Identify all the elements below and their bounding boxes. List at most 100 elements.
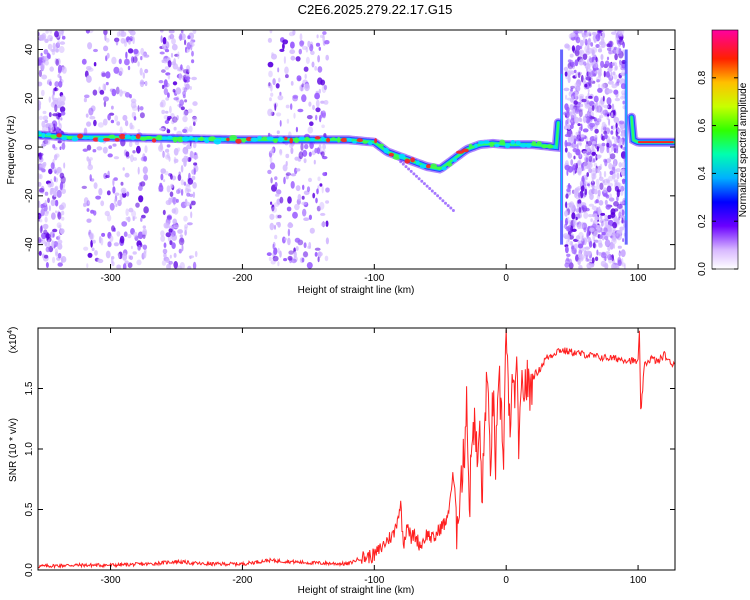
spectrogram-noise-blob xyxy=(588,155,593,163)
spectrogram-noise-blob xyxy=(57,252,62,259)
spectrogram-noise-blob xyxy=(599,219,605,223)
spectrogram-noise-blob xyxy=(192,191,196,198)
spectrogram-noise-blob xyxy=(54,30,59,38)
spectrogram-noise-blob xyxy=(128,254,131,260)
spectrogram-ridge-blob xyxy=(430,163,438,169)
spectrogram-noise-blob xyxy=(59,106,66,113)
spectrogram-noise-blob xyxy=(590,42,594,47)
colorbar-tick-label: 0.4 xyxy=(697,166,708,180)
spectrogram-noise-blob xyxy=(589,136,596,142)
spectrogram-noise-blob xyxy=(274,181,278,188)
spectrogram-noise-blob xyxy=(129,255,134,261)
spectrogram-noise-blob xyxy=(325,237,329,245)
spectrogram-noise-blob xyxy=(602,109,609,116)
spectrogram-noise-blob xyxy=(167,35,171,41)
spectrogram-ridge-blob xyxy=(446,162,453,167)
spectrogram-ytick-label: 40 xyxy=(24,44,35,56)
spectrogram-noise-blob xyxy=(173,224,180,229)
spectrogram-noise-blob xyxy=(617,204,621,208)
spectrogram-noise-blob xyxy=(44,140,49,146)
spectrogram-noise-blob xyxy=(124,172,130,178)
spectrogram-noise-blob xyxy=(132,251,137,255)
spectrogram-noise-blob xyxy=(144,68,149,74)
spectrogram-trail-blob xyxy=(420,179,424,183)
spectrogram-noise-blob xyxy=(278,77,281,83)
spectrogram-noise-blob xyxy=(165,199,172,206)
spectrogram-noise-blob xyxy=(277,247,280,254)
spectrogram-ridge-blob xyxy=(188,135,194,140)
spectrogram-noise-blob xyxy=(106,52,110,59)
spectrogram-noise-blob xyxy=(171,43,178,51)
spectrogram-noise-blob xyxy=(96,146,103,151)
spectrogram-xtick-label: 0 xyxy=(503,273,509,284)
spectrogram-noise-blob xyxy=(119,67,124,75)
spectrogram-noise-blob xyxy=(142,225,146,229)
spectrogram-ridge-blob xyxy=(273,138,278,143)
spectrogram-noise-blob xyxy=(62,66,67,74)
spectrogram-noise-blob xyxy=(591,105,595,112)
spectrogram-noise-blob xyxy=(575,95,578,100)
spectrogram-noise-blob xyxy=(182,149,187,153)
spectrogram-noise-blob xyxy=(294,237,301,243)
spectrogram-noise-blob xyxy=(38,187,45,193)
spectrogram-noise-blob xyxy=(54,87,57,92)
spectrogram-noise-blob xyxy=(596,105,603,113)
spectrogram-noise-blob xyxy=(167,74,171,80)
spectrogram-noise-blob xyxy=(113,156,120,160)
spectrogram-noise-blob xyxy=(567,234,570,243)
spectrogram-noise-blob xyxy=(621,90,626,96)
spectrogram-noise-blob xyxy=(97,122,104,128)
spectrogram-noise-blob xyxy=(588,68,593,77)
spectrogram-ridge-blob xyxy=(241,138,246,143)
spectrogram-noise-blob xyxy=(82,148,89,152)
spectrogram-noise-blob xyxy=(44,216,48,223)
spectrogram-ridge-blob xyxy=(331,137,336,141)
spectrogram-trail-blob xyxy=(399,160,403,164)
spectrogram-noise-blob xyxy=(113,242,119,247)
spectrogram-noise-blob xyxy=(298,151,304,160)
spectrogram-noise-blob xyxy=(111,105,114,110)
spectrogram-noise-blob xyxy=(47,43,53,50)
spectrogram-noise-blob xyxy=(321,110,326,117)
spectrogram-noise-blob xyxy=(581,98,587,103)
spectrogram-noise-blob xyxy=(39,225,43,234)
spectrogram-noise-blob xyxy=(113,177,118,181)
spectrogram-ridge-blob xyxy=(356,138,363,143)
spectrogram-noise-blob xyxy=(83,97,87,103)
spectrogram-noise-blob xyxy=(272,243,275,250)
spectrogram-noise-blob xyxy=(304,144,309,150)
spectrogram-noise-blob xyxy=(125,208,129,216)
spectrogram-noise-blob xyxy=(86,200,91,207)
spectrogram-noise-blob xyxy=(45,246,50,253)
spectrogram-ridge-blob xyxy=(499,139,506,145)
spectrogram-noise-blob xyxy=(576,167,583,174)
spectrogram-noise-blob xyxy=(575,216,578,221)
spectrogram-noise-blob xyxy=(55,58,59,66)
spectrogram-ridge-blob xyxy=(145,135,153,140)
spectrogram-noise-blob xyxy=(619,59,622,66)
spectrogram-noise-blob xyxy=(600,38,605,45)
spectrogram-noise-blob xyxy=(122,263,127,269)
spectrogram-noise-blob xyxy=(319,114,322,123)
spectrogram-noise-blob xyxy=(140,217,143,222)
spectrogram-noise-blob xyxy=(186,65,191,73)
spectrogram-noise-blob xyxy=(287,228,291,237)
spectrogram-noise-blob xyxy=(620,249,626,258)
spectrogram-noise-blob xyxy=(93,61,97,67)
spectrogram-noise-blob xyxy=(184,99,188,103)
spectrogram-noise-blob xyxy=(92,89,98,96)
spectrogram-noise-blob xyxy=(302,149,308,157)
spectrogram-ridge-blob xyxy=(289,137,294,144)
spectrogram-noise-blob xyxy=(606,185,612,193)
spectrogram-noise-blob xyxy=(611,263,616,269)
spectrogram-ridge-blob xyxy=(50,135,57,139)
spectrogram-noise-blob xyxy=(43,49,49,55)
spectrogram-ridge-blob xyxy=(66,136,73,140)
spectrogram-noise-blob xyxy=(45,262,49,268)
spectrogram-noise-blob xyxy=(586,251,591,256)
spectrogram-ridge-blob xyxy=(531,141,537,146)
spectrogram-noise-blob xyxy=(290,173,297,177)
spectrogram-noise-blob xyxy=(610,71,613,79)
spectrogram-noise-blob xyxy=(60,181,64,190)
spectrogram-noise-blob xyxy=(116,31,121,37)
